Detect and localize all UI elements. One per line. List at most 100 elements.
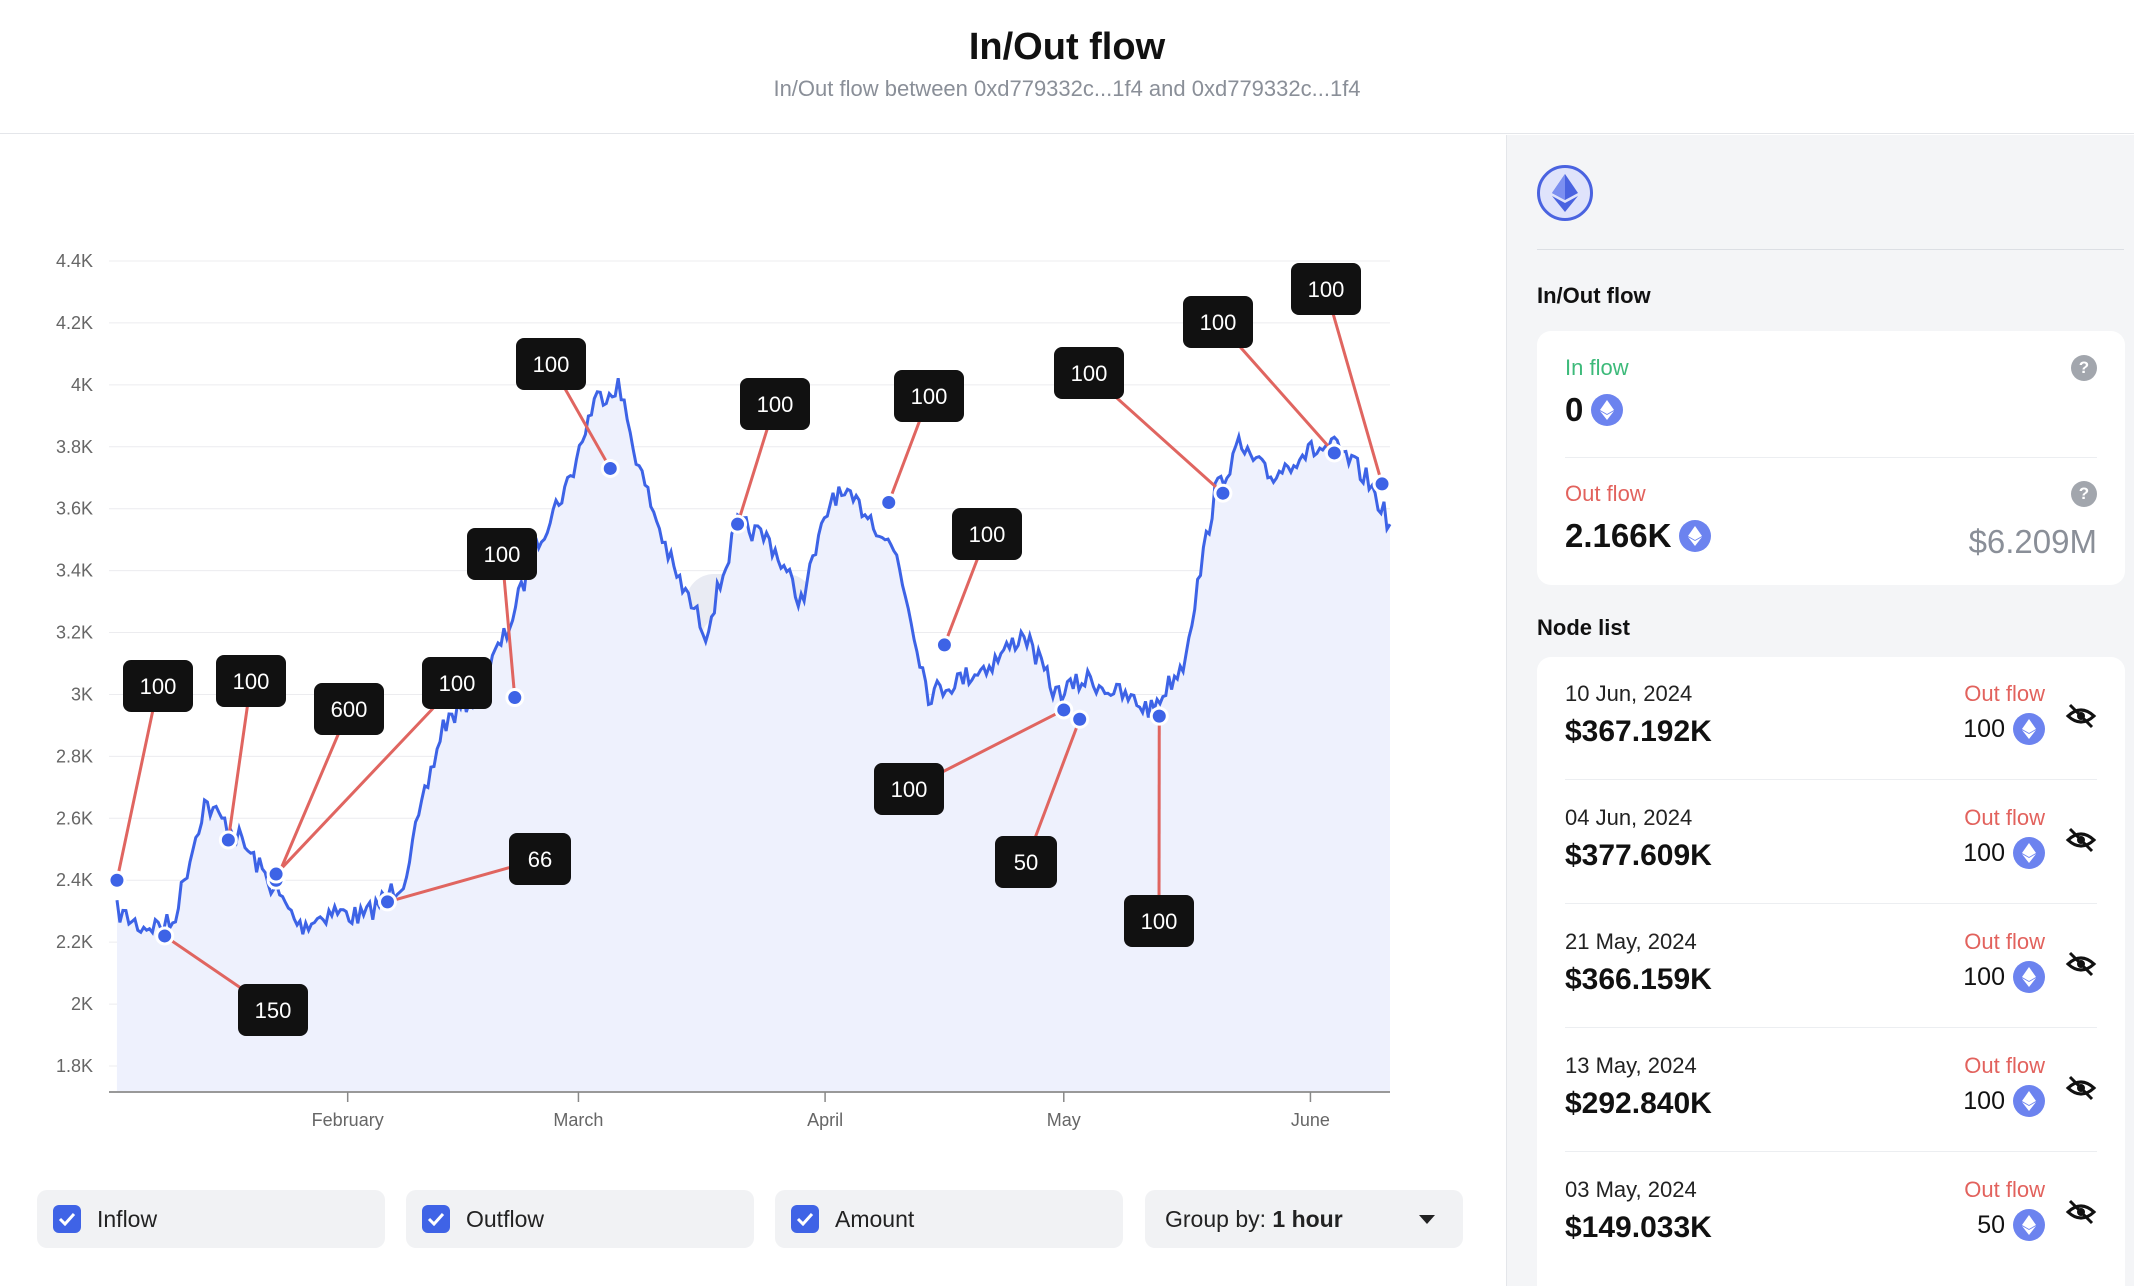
x-axis-ticks: February March April May June — [312, 1092, 1330, 1130]
point-label-box — [238, 984, 308, 1036]
data-point — [1324, 443, 1344, 463]
inflow-value: 0 — [1565, 391, 2097, 429]
point-label: 100 — [891, 777, 928, 802]
data-point — [1149, 706, 1169, 726]
node-usd: $149.033K — [1565, 1211, 1712, 1244]
list-item[interactable]: 10 Jun, 2024 $367.192K Out flow 100 — [1565, 657, 2097, 780]
node-amount-value: 100 — [1963, 1086, 2005, 1115]
point-label-box — [952, 508, 1022, 560]
node-date: 03 May, 2024 — [1565, 1177, 1697, 1202]
page-title: In/Out flow — [968, 26, 1166, 68]
y-tick-label: 2.6K — [56, 808, 93, 828]
eye-off-icon[interactable] — [2065, 1075, 2097, 1101]
y-tick-label: 2.4K — [56, 870, 93, 890]
point-label-box — [740, 378, 810, 430]
point-label-box — [509, 833, 571, 885]
leader-line — [274, 681, 459, 876]
ethereum-icon — [2013, 837, 2045, 869]
data-point — [218, 830, 238, 850]
point-label: 100 — [1200, 310, 1237, 335]
data-point — [107, 870, 127, 890]
outflow-checkbox[interactable] — [422, 1205, 450, 1233]
group-by-select[interactable]: Group by: 1 hour — [1145, 1190, 1463, 1248]
eye-off-icon[interactable] — [2065, 827, 2097, 853]
inflow-row: In flow 0 ? — [1565, 355, 2097, 445]
node-type: Out flow — [1964, 929, 2045, 954]
flow-section-title: In/Out flow — [1537, 283, 1651, 308]
inflow-toggle-label: Inflow — [97, 1205, 158, 1232]
data-point — [266, 864, 286, 884]
point-label-box — [422, 657, 492, 709]
point-label-box — [516, 338, 586, 390]
node-amount: 100 — [1963, 961, 2045, 993]
data-points — [107, 443, 1392, 946]
point-label-box — [216, 655, 286, 707]
help-icon[interactable]: ? — [2071, 355, 2097, 381]
eye-off-icon[interactable] — [2065, 1199, 2097, 1225]
ethereum-icon — [2013, 1085, 2045, 1117]
outflow-amount: 2.166K — [1565, 517, 1672, 554]
amount-checkbox[interactable] — [791, 1205, 819, 1233]
node-usd: $292.840K — [1565, 1087, 1712, 1120]
node-type: Out flow — [1964, 1053, 2045, 1078]
inflow-label: In flow — [1565, 355, 1629, 380]
amount-toggle[interactable]: Amount — [775, 1190, 1123, 1248]
ethereum-icon — [2013, 713, 2045, 745]
page-header: In/Out flow In/Out flow between 0xd77933… — [0, 0, 2134, 134]
point-label: 100 — [439, 671, 476, 696]
data-point — [377, 892, 397, 912]
list-item[interactable]: 21 May, 2024 $366.159K Out flow 100 — [1565, 905, 2097, 1028]
eye-off-icon[interactable] — [2065, 951, 2097, 977]
ethereum-icon — [1679, 520, 1712, 552]
outflow-value: 2.166K — [1565, 517, 2097, 555]
node-amount: 100 — [1963, 837, 2045, 869]
balance-line — [115, 377, 1392, 936]
point-label-box — [1124, 895, 1194, 947]
card-divider — [1565, 457, 2097, 458]
flow-chart: 1.8K 2K 2.2K 2.4K 2.6K 2.8K 3K 3.2K 3.4K 3.6K 3.8K… — [56, 251, 1392, 1130]
point-label-box — [995, 836, 1057, 888]
y-tick-label: 4.2K — [56, 313, 93, 333]
chevron-down-icon — [1419, 1215, 1435, 1224]
node-amount: 100 — [1963, 1085, 2045, 1117]
point-label: 100 — [969, 522, 1006, 547]
x-tick-label: April — [807, 1110, 843, 1130]
ethereum-icon — [2013, 961, 2045, 993]
data-point — [600, 458, 620, 478]
ethereum-icon — [1591, 394, 1624, 426]
list-item[interactable]: 13 May, 2024 $292.840K Out flow 100 — [1565, 1029, 2097, 1152]
outflow-toggle[interactable]: Outflow — [406, 1190, 754, 1248]
eye-off-icon[interactable] — [2065, 703, 2097, 729]
data-point — [879, 493, 899, 512]
point-label-box — [874, 763, 944, 815]
list-item[interactable]: 04 Jun, 2024 $377.609K Out flow 100 — [1565, 781, 2097, 904]
node-amount-value: 100 — [1963, 714, 2005, 743]
list-item[interactable]: 03 May, 2024 $149.033K Out flow 50 — [1565, 1153, 2097, 1276]
page-subtitle: In/Out flow between 0xd779332c...1f4 and… — [773, 76, 1361, 101]
y-tick-label: 3.6K — [56, 499, 93, 519]
y-tick-label: 2.8K — [56, 746, 93, 766]
node-usd: $366.159K — [1565, 963, 1712, 996]
node-type: Out flow — [1964, 1177, 2045, 1202]
node-type: Out flow — [1964, 681, 2045, 706]
point-label: 100 — [757, 392, 794, 417]
data-point — [1070, 709, 1090, 729]
point-label: 100 — [1308, 277, 1345, 302]
point-label: 100 — [233, 669, 270, 694]
leader-line — [226, 680, 253, 841]
node-list: 10 Jun, 2024 $367.192K Out flow 100 04 J… — [1537, 657, 2125, 1286]
point-label: 66 — [528, 847, 552, 872]
inflow-toggle[interactable]: Inflow — [37, 1190, 385, 1248]
inflow-checkbox[interactable] — [53, 1205, 81, 1233]
point-label-box — [314, 683, 384, 735]
node-amount: 100 — [1963, 713, 2045, 745]
point-label: 50 — [1014, 850, 1038, 875]
x-tick-label: February — [312, 1110, 384, 1130]
help-icon[interactable]: ? — [2071, 481, 2097, 507]
point-label-box — [894, 370, 964, 422]
node-date: 10 Jun, 2024 — [1565, 681, 1693, 706]
y-tick-label: 2.2K — [56, 932, 93, 952]
sidebar-divider — [1537, 249, 2124, 250]
amount-toggle-label: Amount — [835, 1205, 915, 1232]
point-label: 150 — [255, 998, 292, 1023]
